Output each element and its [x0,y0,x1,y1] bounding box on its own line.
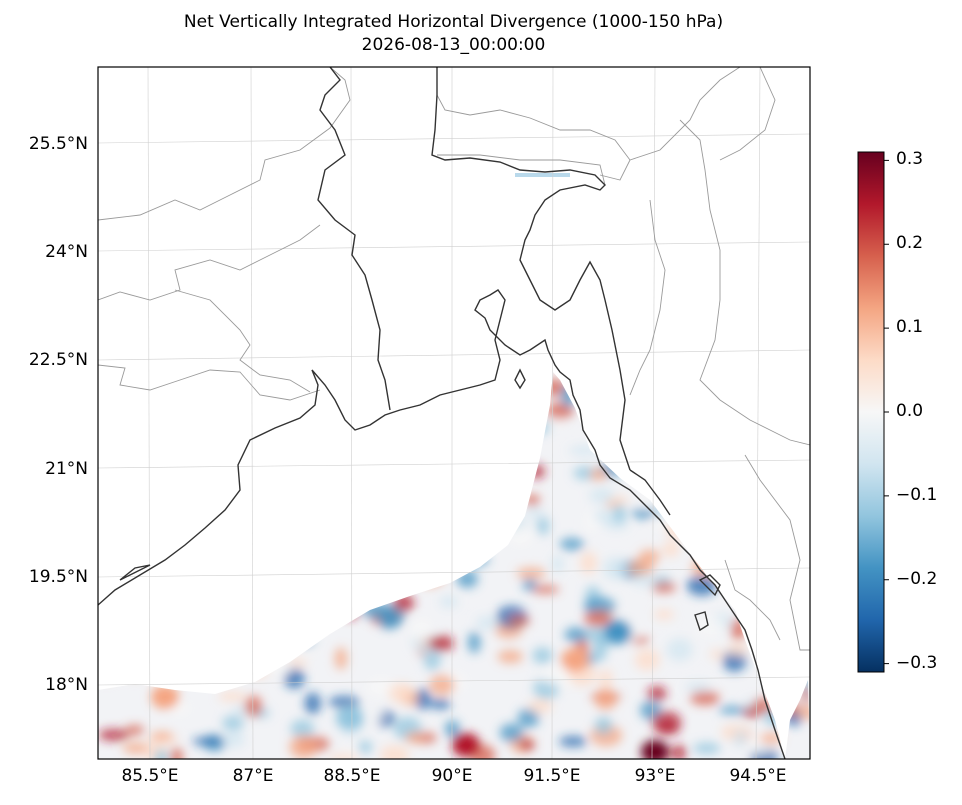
colorbar-tick-label: 0.3 [896,149,924,170]
colorbar-tick-label: 0.1 [896,317,924,338]
colorbar-tick-label: 0.2 [896,233,924,254]
chart-subtitle: 2026-08-13_00:00:00 [361,35,546,55]
lon-label: 90°E [431,766,473,786]
lon-label: 85.5°E [121,766,179,786]
lat-label: 19.5°N [28,567,88,587]
lon-label: 88.5°E [323,766,381,786]
colorbar-tick-label: −0.1 [896,484,938,505]
lat-label: 21°N [45,459,88,479]
colorbar-gradient [857,151,885,673]
inland-field-patch [515,173,570,177]
lat-label: 25.5°N [28,134,88,154]
gridlines [98,67,810,759]
map-frame [97,66,811,760]
divergence-field [98,173,810,759]
lon-label: 93°E [634,766,676,786]
chart-title: Net Vertically Integrated Horizontal Div… [183,12,724,32]
lon-label: 91.5°E [523,766,581,786]
lat-label: 24°N [45,242,88,262]
coastline [98,67,786,759]
lat-label: 18°N [45,675,88,695]
lon-label: 87°E [232,766,274,786]
state-borders [98,67,810,651]
colorbar-tick-label: −0.3 [896,652,938,673]
colorbar [857,151,889,673]
colorbar-tick-label: −0.2 [896,568,938,589]
lat-label: 22.5°N [28,350,88,370]
colorbar-tick-label: 0.0 [896,401,924,421]
lon-label: 94.5°E [729,766,787,786]
